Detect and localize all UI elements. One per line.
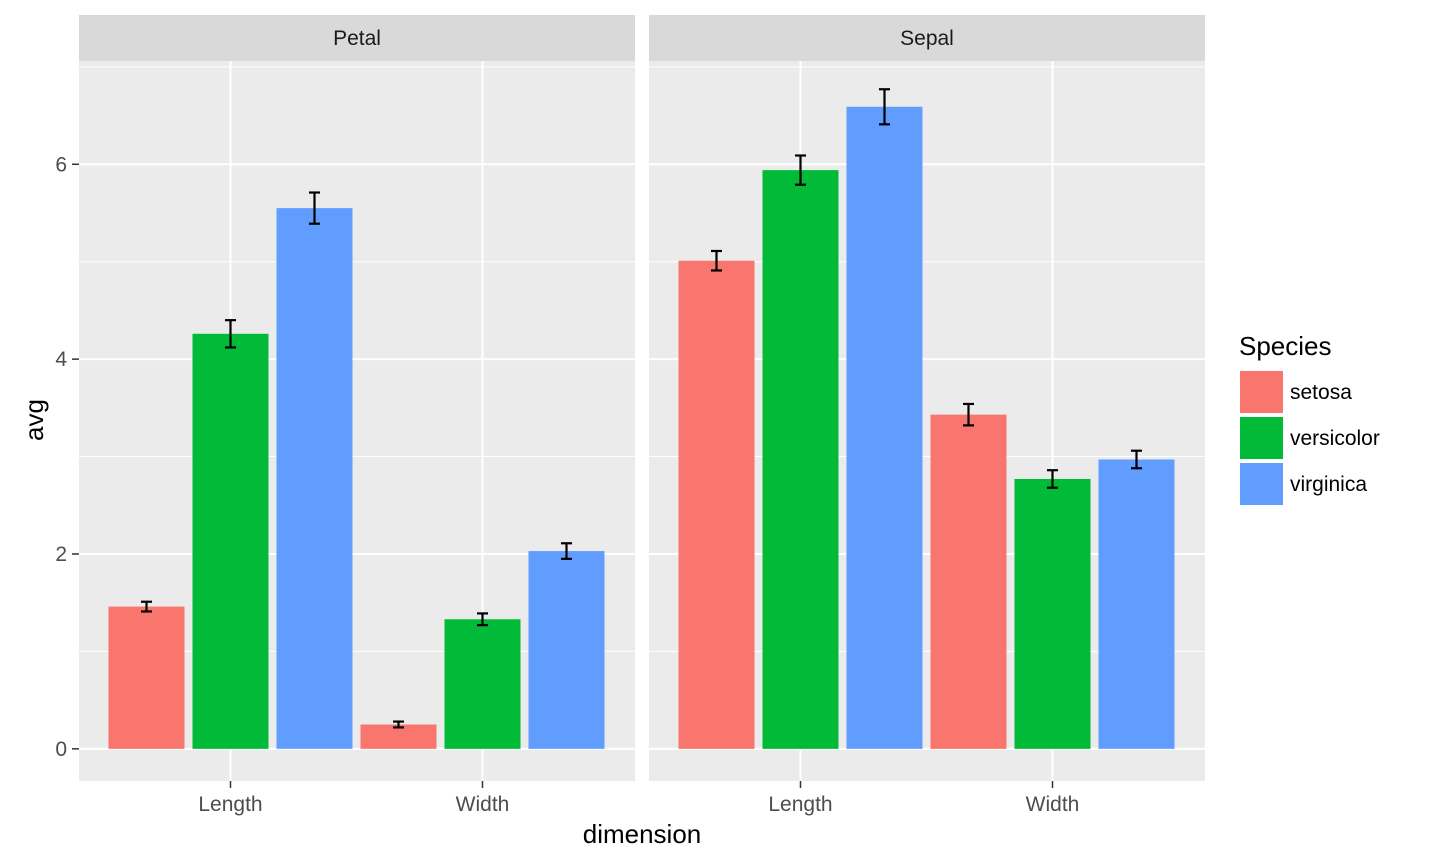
bar-sepal-length-versicolor [762,170,839,749]
x-tick-label: Length [768,793,832,816]
facet-strip [649,15,1205,61]
error-bar-sepal-length-versicolor [795,154,806,186]
bar-petal-length-virginica [276,208,353,749]
error-bar-petal-width-setosa [393,720,404,729]
error-bar-sepal-width-virginica [1131,449,1142,470]
error-bar-sepal-length-virginica [879,88,890,126]
legend-label-virginica: virginica [1290,473,1367,496]
bar-petal-width-virginica [528,551,605,749]
legend-swatch-virginica [1240,463,1283,505]
bar-petal-width-versicolor [444,619,521,749]
x-tick-label: Length [198,793,262,816]
error-bar-sepal-width-setosa [963,402,974,427]
facet-strip [79,15,635,61]
legend-item-versicolor: versicolor [1240,417,1380,459]
error-bar-sepal-length-setosa [711,249,722,272]
bar-petal-width-setosa [360,724,437,749]
facet-sepal: Sepal Length Width [649,15,1205,816]
facet-strip-label: Petal [333,27,381,50]
x-axis-title: dimension [583,819,702,849]
y-tick-label: 2 [55,543,67,566]
error-bar-petal-length-virginica [309,191,320,225]
x-tick-label: Width [456,793,510,816]
error-bar-sepal-width-versicolor [1047,469,1058,489]
legend: Species setosa versicolor virginica [1239,331,1380,505]
bar-sepal-length-setosa [678,260,755,749]
error-bar-petal-length-versicolor [225,319,236,349]
legend-item-setosa: setosa [1240,371,1352,413]
y-axis-title: avg [19,399,49,441]
y-axis: 0 2 4 6 [55,153,79,761]
error-bar-petal-width-versicolor [477,612,488,627]
facet-petal: Petal Length Width [79,15,635,816]
error-bar-petal-width-virginica [561,542,572,560]
y-tick-label: 0 [55,738,67,761]
error-bar-petal-length-setosa [141,600,152,613]
legend-label-versicolor: versicolor [1290,427,1380,450]
bar-petal-length-setosa [108,606,185,749]
y-tick-label: 4 [55,348,67,371]
x-tick-label: Width [1026,793,1080,816]
legend-swatch-setosa [1240,371,1283,413]
legend-swatch-versicolor [1240,417,1283,459]
bar-sepal-width-virginica [1098,459,1175,749]
facet-strip-label: Sepal [900,27,954,50]
legend-title: Species [1239,331,1332,361]
legend-item-virginica: virginica [1240,463,1367,505]
bar-petal-length-versicolor [192,333,269,749]
facet-panels: Petal Length Width Sepal Length Width [79,15,1205,816]
legend-items: setosa versicolor virginica [1240,371,1380,505]
bar-sepal-width-versicolor [1014,478,1091,749]
bar-sepal-length-virginica [846,106,923,749]
bar-sepal-width-setosa [930,414,1007,749]
legend-label-setosa: setosa [1290,381,1352,404]
y-tick-label: 6 [55,153,67,176]
